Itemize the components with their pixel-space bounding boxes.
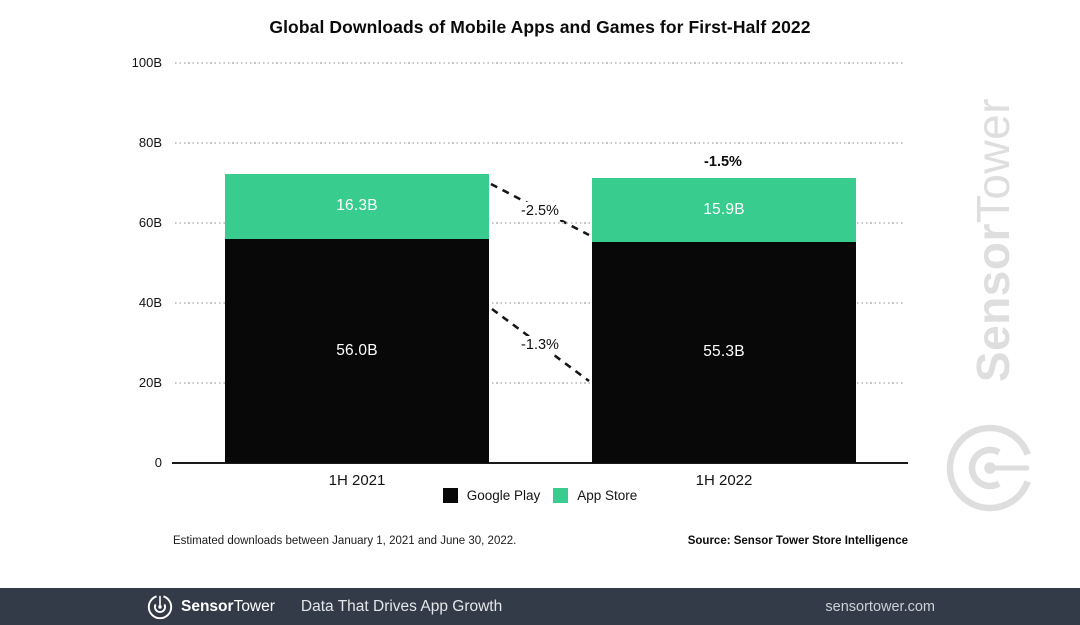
legend-label-google-play: Google Play [466,488,541,503]
gridline-100B [175,62,905,64]
chart-source: Source: Sensor Tower Store Intelligence [687,535,908,547]
bar-segment-google-play-1h-2021: 56.0B [225,239,489,463]
bar-segment-app-store-1h-2021: 16.3B [225,173,489,239]
annotation-total-decline: -1.5% [704,154,742,170]
sensor-tower-logo-watermark-icon [946,424,1034,512]
footer-brand-light: Tower [233,597,275,615]
watermark-brand-bold: Sensor [967,223,1019,383]
chart-footnote: Estimated downloads between January 1, 2… [173,535,517,547]
x-axis-label-1h2021: 1H 2021 [328,472,386,489]
legend-item-app-store: App Store [553,488,637,503]
page-title: Global Downloads of Mobile Apps and Game… [269,17,811,37]
gridline-20B [175,382,905,384]
legend: Google Play App Store [0,488,1080,503]
gridline-60B [175,222,905,224]
legend-swatch-google-play [442,488,458,503]
legend-swatch-app-store [553,488,569,503]
bar-value-label: 56.0B [336,342,378,359]
bar-value-label: 55.3B [703,343,745,361]
footer-website: sensortower.com [825,598,935,615]
annotation-googleplay-decline: -1.3% [516,336,564,354]
y-axis-tick-100B: 100B [131,55,162,70]
x-axis-label-1h2022: 1H 2022 [695,472,753,489]
y-axis-tick-40B: 40B [138,295,162,310]
y-axis-tick-80B: 80B [138,135,162,150]
y-axis-tick-60B: 60B [138,215,162,230]
footer-bar: SensorTower Data That Drives App Growth … [0,588,1080,625]
sensor-tower-logo-icon [147,594,173,619]
legend-label-app-store: App Store [577,488,638,503]
x-axis-line [172,462,908,464]
annotation-appstore-decline: -2.5% [516,202,564,220]
y-axis-tick-0: 0 [154,455,162,470]
gridline-80B [175,142,905,144]
bar-segment-google-play-1h-2022: 55.3B [592,241,856,463]
watermark-brand-text: SensorTower [963,0,1023,490]
bar-segment-app-store-1h-2022: 15.9B [592,178,856,242]
watermark-brand-light: Tower [967,97,1019,224]
bar-value-label: 16.3B [336,197,378,215]
footer-brand-bold: Sensor [181,597,234,615]
footer-brand: SensorTower [181,598,275,616]
gridline-40B [175,302,905,304]
y-axis-tick-20B: 20B [138,375,162,390]
footer-tagline: Data That Drives App Growth [300,597,503,615]
legend-item-google-play: Google Play [442,488,541,503]
bar-value-label: 15.9B [703,200,745,218]
